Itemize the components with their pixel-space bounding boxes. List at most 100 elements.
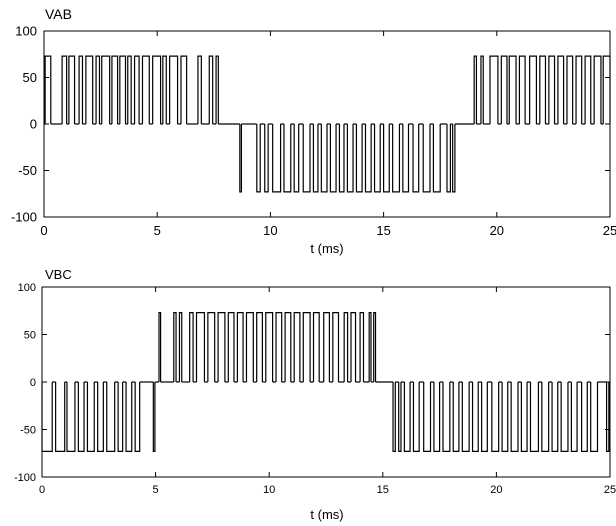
pulse-neg [402, 124, 410, 193]
pulse-pos [85, 55, 94, 124]
pulse-pos [584, 55, 592, 124]
pulse-pos [539, 55, 547, 124]
x-tick-label: 5 [154, 223, 161, 238]
pulse-neg [312, 124, 319, 193]
y-tick-label: 0 [30, 117, 37, 132]
pulse-pos [158, 312, 162, 382]
panel-title-vbc: VBC [45, 267, 72, 282]
pulse-pos [480, 55, 484, 124]
pulse-pos [359, 312, 365, 382]
pulse-neg [501, 382, 509, 452]
pulse-neg [293, 124, 300, 193]
pulse-neg [320, 124, 328, 193]
pulse-neg [346, 124, 354, 193]
pulse-pos [575, 55, 583, 124]
pulse-pos [127, 55, 132, 124]
pulse-pos [284, 312, 292, 382]
pulse-neg [433, 382, 441, 452]
y-tick-label: -100 [11, 210, 37, 225]
pulse-pos [508, 55, 517, 124]
pulse-pos [256, 312, 263, 382]
pulse-neg [541, 382, 550, 452]
pulse-neg [66, 382, 76, 452]
x-tick-label: 15 [377, 484, 389, 496]
pulse-pos [162, 55, 167, 124]
pulse-neg [442, 382, 451, 452]
pulse-pos [343, 312, 349, 382]
pulse-neg [412, 382, 420, 452]
pulse-neg [364, 124, 372, 193]
pulse-neg [403, 382, 411, 452]
pulse-neg [432, 124, 441, 193]
ticks-vbc: 0 5 10 15 20 25 -100 -50 0 50 100 [14, 282, 616, 496]
pulse-pos [518, 55, 526, 124]
pulse-pos [207, 312, 216, 382]
pulse-neg [55, 382, 66, 452]
pulse-pos [323, 312, 331, 382]
pulse-neg [338, 124, 345, 193]
pulse-pos [101, 55, 111, 124]
pulse-pos [489, 55, 499, 124]
pulse-neg [383, 124, 390, 193]
pulse-pos [61, 55, 68, 124]
pulse-neg [423, 382, 432, 452]
pulse-pos [173, 312, 177, 382]
pulse-pos [68, 55, 76, 124]
pulse-neg [392, 382, 396, 452]
pulse-pos [265, 312, 274, 382]
pulse-pos [368, 312, 372, 382]
y-tick-label: -50 [18, 163, 37, 178]
x-tick-label: 10 [263, 223, 277, 238]
pulse-pos [78, 55, 84, 124]
pulse-pos [215, 55, 219, 124]
pulse-neg [355, 124, 363, 193]
pulse-pos [566, 55, 574, 124]
pulse-neg [471, 382, 479, 452]
pulse-pos [208, 55, 214, 124]
x-tick-label: 15 [376, 223, 390, 238]
pulse-neg [264, 124, 269, 193]
pulse-pos [152, 55, 162, 124]
x-tick-label: 20 [490, 223, 504, 238]
pulse-neg [529, 382, 540, 452]
pulse-pos [593, 55, 602, 124]
pulse-pos [236, 312, 244, 382]
y-tick-label: 100 [18, 282, 36, 294]
y-tick-label: -50 [20, 424, 36, 436]
pulse-neg [481, 382, 488, 452]
pulse-pos [195, 312, 206, 382]
x-tick-label: 5 [153, 484, 159, 496]
pulse-neg [520, 382, 528, 452]
pulse-pos [133, 55, 140, 124]
y-tick-label: 100 [15, 24, 37, 39]
x-tick-label: 0 [40, 223, 47, 238]
pulse-pos [197, 55, 202, 124]
series-trace-vab [44, 55, 611, 193]
plot-frame-vbc [41, 286, 611, 478]
pulse-neg [152, 382, 156, 452]
y-tick-label: -100 [14, 472, 36, 484]
pulse-neg [491, 382, 500, 452]
y-tick-label: 50 [23, 70, 37, 85]
pulse-neg [125, 382, 133, 452]
pulse-neg [510, 382, 519, 452]
panel-title-vab: VAB [45, 6, 72, 22]
pulse-pos [44, 55, 52, 124]
pulse-pos [217, 312, 226, 382]
pulse-neg [590, 382, 599, 452]
pulse-neg [86, 382, 95, 452]
pulse-pos [602, 55, 611, 124]
pulse-neg [239, 124, 243, 193]
panel-vbc: VBC 0 5 10 15 20 25 -100 -50 0 50 100 t (ms) [14, 267, 616, 522]
pulse-neg [106, 382, 116, 452]
pulse-neg [560, 382, 569, 452]
pulse-pos [180, 55, 188, 124]
pulse-neg [551, 382, 559, 452]
series-trace-vbc [41, 312, 610, 452]
pulse-pos [189, 312, 194, 382]
pulse-pos [95, 55, 101, 124]
x-axis-label-vab: t (ms) [310, 241, 343, 256]
pulse-neg [283, 124, 292, 193]
pulse-neg [452, 382, 460, 452]
pulse-pos [119, 55, 127, 124]
